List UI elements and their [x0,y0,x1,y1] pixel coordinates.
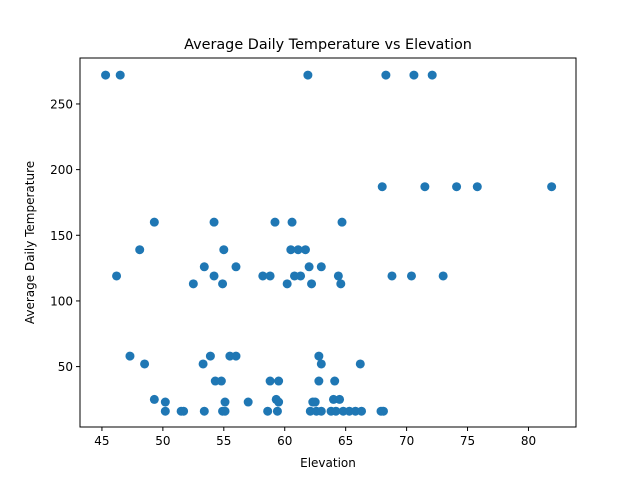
data-point-26 [209,271,219,281]
data-point-45 [140,359,150,369]
data-point-4 [409,70,419,80]
data-point-28 [265,271,275,281]
plot-frame [79,57,577,428]
data-point-52 [274,376,284,386]
data-point-8 [452,182,462,192]
data-point-27 [258,271,268,281]
data-point-36 [218,279,228,289]
data-point-0 [101,70,111,80]
y-tick-label: 100 [50,294,73,308]
x-tick-label: 55 [216,434,231,448]
data-points [101,70,557,416]
data-point-68 [199,406,209,416]
data-point-81 [357,406,367,416]
y-axis-label: Average Daily Temperature [23,161,37,324]
data-point-61 [243,397,253,407]
data-point-24 [316,262,326,272]
x-tick-label: 50 [155,434,170,448]
x-tick-label: 45 [94,434,109,448]
data-point-16 [135,245,145,255]
data-point-21 [199,262,209,272]
x-tick-label: 70 [399,434,414,448]
data-point-35 [188,279,198,289]
data-point-64 [310,397,320,407]
data-point-20 [300,245,310,255]
data-point-34 [438,271,448,281]
y-tick-label: 200 [50,163,73,177]
data-point-18 [286,245,296,255]
data-point-31 [333,271,343,281]
data-point-15 [337,217,347,227]
data-point-1 [115,70,125,80]
data-point-17 [219,245,229,255]
data-point-22 [231,262,241,272]
x-tick-label: 80 [521,434,536,448]
data-point-46 [198,359,208,369]
data-point-55 [149,394,159,404]
data-point-12 [209,217,219,227]
data-point-39 [336,279,346,289]
data-point-23 [304,262,314,272]
data-point-9 [472,182,482,192]
data-point-2 [303,70,313,80]
data-point-50 [216,376,226,386]
data-point-47 [316,359,326,369]
data-point-6 [377,182,387,192]
x-tick-label: 75 [460,434,475,448]
data-point-33 [406,271,416,281]
data-point-43 [231,351,241,361]
data-point-41 [205,351,215,361]
data-point-25 [112,271,122,281]
data-point-32 [387,271,397,281]
data-point-30 [296,271,306,281]
data-point-38 [307,279,317,289]
data-point-40 [125,351,135,361]
data-point-65 [160,406,170,416]
data-point-19 [293,245,303,255]
data-point-7 [420,182,430,192]
data-point-48 [355,359,365,369]
data-point-58 [335,394,345,404]
data-point-62 [274,397,284,407]
data-point-5 [427,70,437,80]
data-point-77 [331,406,341,416]
data-point-83 [378,406,388,416]
data-point-75 [316,406,326,416]
x-tick-label: 65 [338,434,353,448]
y-tick-label: 50 [58,360,73,374]
data-point-11 [149,217,159,227]
y-axis-ticks: 50 100 150 200 250 [50,97,80,374]
data-point-10 [547,182,557,192]
x-axis-label: Elevation [300,456,356,470]
data-point-59 [160,397,170,407]
data-point-70 [220,406,230,416]
x-axis-ticks: 45 50 55 60 65 70 75 80 [94,427,536,448]
data-point-60 [220,397,230,407]
data-point-37 [282,279,292,289]
data-point-44 [314,351,324,361]
y-tick-label: 250 [50,97,73,111]
x-tick-label: 60 [277,434,292,448]
data-point-51 [265,376,275,386]
data-point-53 [314,376,324,386]
data-point-72 [272,406,282,416]
data-point-13 [270,217,280,227]
data-point-3 [381,70,391,80]
plot-area [80,58,576,427]
data-point-54 [330,376,340,386]
chart-title: Average Daily Temperature vs Elevation [184,37,472,53]
data-point-14 [287,217,297,227]
data-point-71 [263,406,273,416]
y-tick-label: 150 [50,229,73,243]
data-point-67 [179,406,189,416]
